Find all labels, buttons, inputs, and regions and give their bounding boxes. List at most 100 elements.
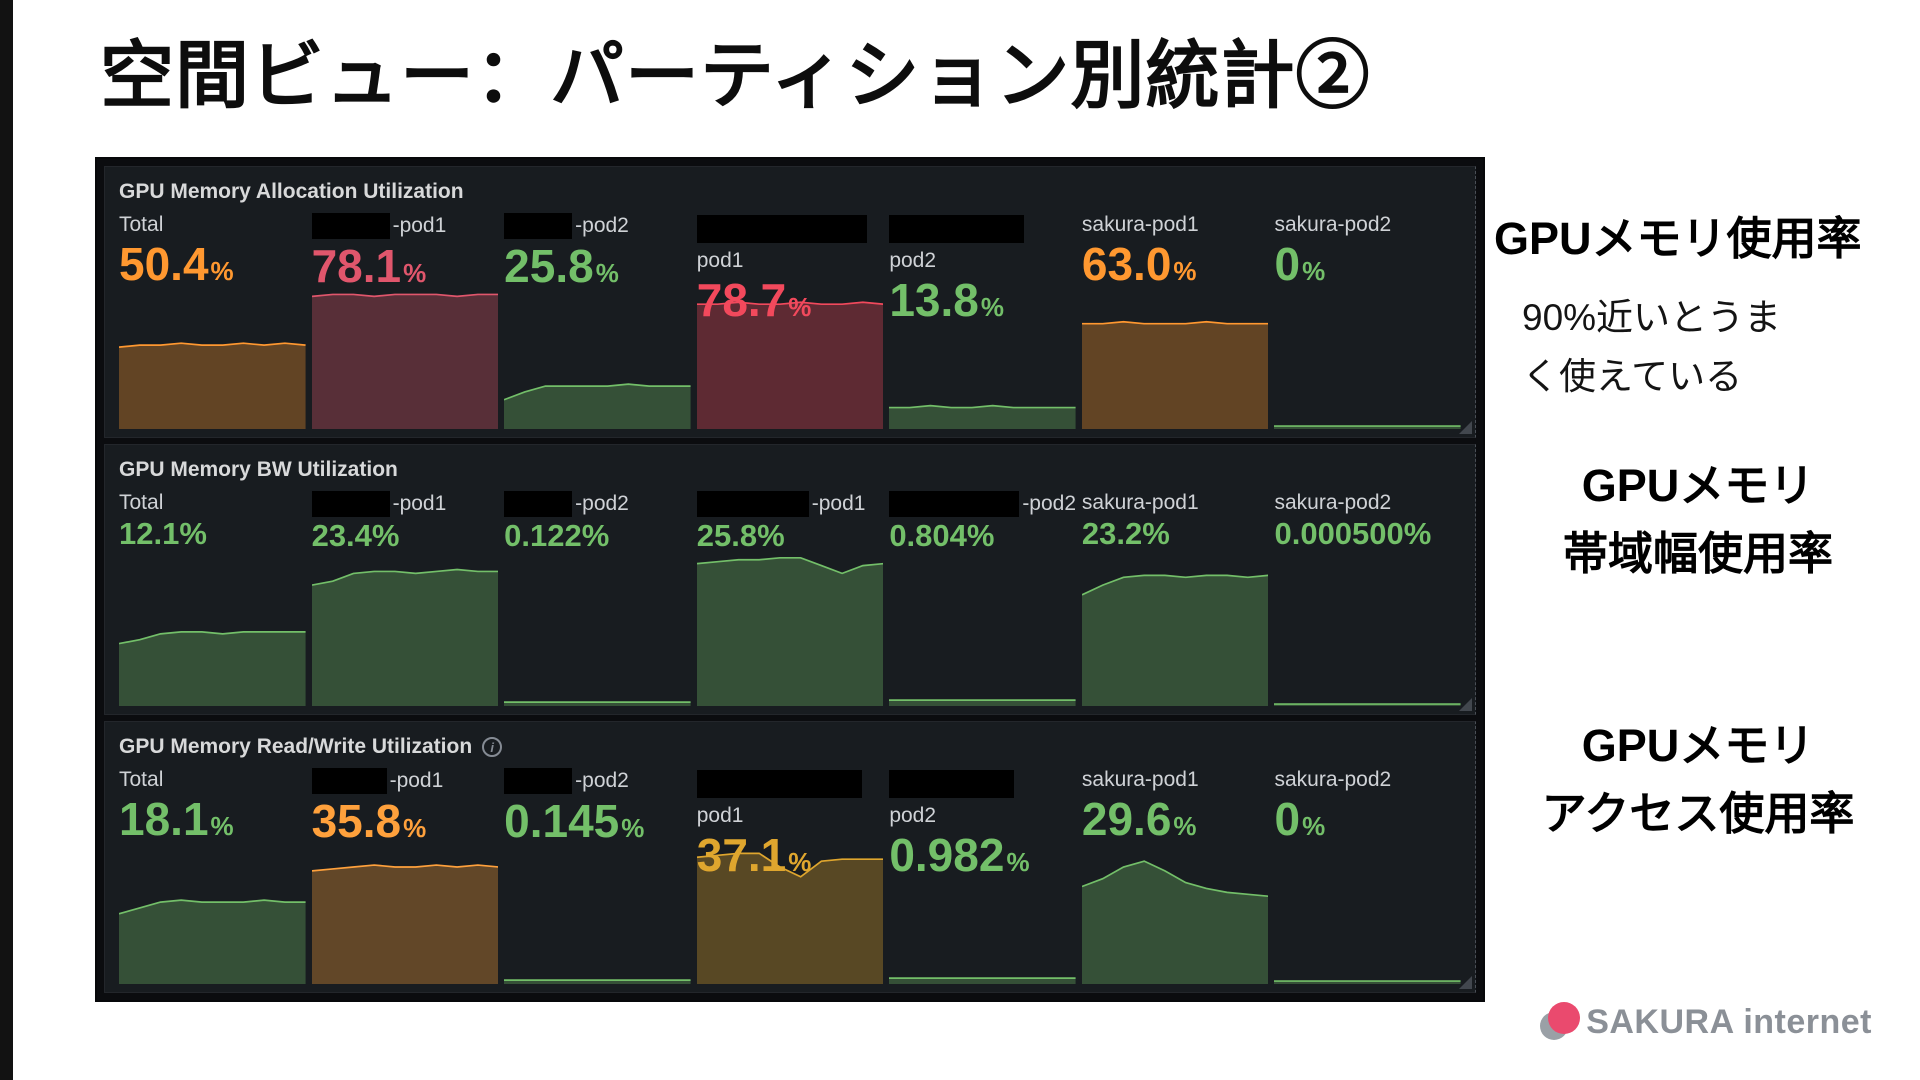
stat-value-unit: % bbox=[788, 292, 812, 322]
stat-value-unit: % bbox=[210, 811, 234, 842]
stat-value-unit: % bbox=[403, 813, 427, 844]
stat-label-text: sakura-pod2 bbox=[1274, 490, 1392, 514]
sparkline-area-chart bbox=[504, 789, 691, 985]
stat-label: sakura-pod1 bbox=[1082, 768, 1269, 792]
sparkline-area-chart bbox=[1081, 511, 1269, 707]
stat-value-unit: % bbox=[1006, 847, 1030, 878]
stat-value-unit: % bbox=[980, 292, 1004, 322]
sparkline-area-chart bbox=[1081, 789, 1269, 985]
stat-label-text: -pod1 bbox=[389, 769, 444, 793]
stat-label: -pod1 bbox=[311, 490, 499, 517]
annotation-access-line2: アクセス使用率 bbox=[1541, 787, 1855, 839]
stat-value-number: 37.1 bbox=[696, 829, 787, 882]
page-title: 空間ビュー：パーティション別統計② bbox=[100, 34, 1371, 117]
sparkline-area-chart bbox=[1274, 511, 1462, 707]
stat-label: pod1 bbox=[697, 804, 884, 828]
stat-cell: Total 12.1% bbox=[119, 485, 306, 707]
annotation-bw-line1: GPUメモリ bbox=[1581, 460, 1815, 511]
sparkline-area-chart bbox=[696, 234, 884, 429]
stat-label: Total bbox=[119, 768, 306, 792]
stat-value-unit: % bbox=[1173, 811, 1197, 842]
redaction-bar bbox=[504, 490, 573, 517]
redaction-bar bbox=[889, 215, 1025, 243]
stat-value: 0% bbox=[1274, 240, 1461, 288]
stat-label-text: sakura-pod1 bbox=[1081, 490, 1199, 514]
stat-value-number: 78.1 bbox=[311, 240, 402, 292]
stat-value-number: 0.982 bbox=[889, 829, 1005, 882]
stat-label-text: -pod2 bbox=[1022, 491, 1076, 515]
sparkline-area-chart bbox=[311, 789, 499, 985]
sparkline-area-chart bbox=[311, 234, 499, 429]
dashboard-panel: GPU Memory Allocation Utilization Total 50… bbox=[104, 166, 1476, 438]
stat-label: sakura-pod2 bbox=[1274, 213, 1461, 237]
stat-value-number: 23.2 bbox=[1081, 515, 1143, 551]
redaction-bar bbox=[504, 768, 573, 795]
stat-value: 37.1% bbox=[697, 831, 884, 879]
dashboard-panel: GPU Memory BW Utilization Total 12.1% -pod1… bbox=[104, 443, 1476, 716]
stat-label-text: pod2 bbox=[889, 804, 937, 828]
panel-header: GPU Memory Allocation Utilization bbox=[119, 177, 1461, 207]
stat-label-text: sakura-pod2 bbox=[1274, 768, 1392, 792]
stat-value-unit: % bbox=[403, 258, 427, 288]
stat-value: 23.4% bbox=[312, 519, 499, 553]
redaction-bar bbox=[889, 490, 1020, 517]
annotation-note-line2: く使えている bbox=[1522, 356, 1743, 398]
sparkline-area-chart bbox=[696, 511, 884, 707]
stat-label-text: sakura-pod1 bbox=[1081, 768, 1199, 792]
stat-cell: sakura-pod1 63.0% bbox=[1081, 207, 1269, 429]
sparkline-area-chart bbox=[119, 511, 306, 707]
stat-label-text: -pod2 bbox=[575, 214, 629, 237]
stat-value: 18.1% bbox=[119, 795, 306, 843]
stat-label: pod1 bbox=[697, 249, 884, 273]
stat-value-number: 13.8 bbox=[889, 274, 979, 326]
stat-label-text: Total bbox=[119, 768, 164, 792]
panel-header: GPU Memory BW Utilization bbox=[119, 455, 1461, 485]
stat-label: pod2 bbox=[889, 804, 1076, 828]
sparkline-area-chart bbox=[889, 234, 1076, 429]
info-icon: i bbox=[482, 737, 503, 758]
stat-label-text: pod1 bbox=[696, 249, 744, 272]
stat-value: 25.8% bbox=[504, 242, 691, 290]
stat-label-text: -pod2 bbox=[575, 491, 629, 515]
stat-value: 35.8% bbox=[312, 797, 499, 845]
sparkline-area-chart bbox=[1274, 234, 1462, 429]
stat-value: 0.122% bbox=[504, 519, 691, 553]
stat-cell: -pod1 78.1% bbox=[311, 207, 499, 429]
stat-label: sakura-pod2 bbox=[1274, 768, 1461, 792]
stat-label-text: -pod1 bbox=[811, 491, 866, 515]
panel-title: GPU Memory Allocation Utilization bbox=[119, 180, 464, 203]
stat-label-text: Total bbox=[119, 213, 164, 236]
stat-value-number: 29.6 bbox=[1081, 793, 1172, 846]
stat-value-unit: % bbox=[757, 517, 785, 553]
panel-header: GPU Memory Read/Write Utilization i bbox=[119, 732, 1461, 762]
stat-label-text: sakura-pod2 bbox=[1274, 213, 1392, 236]
stat-value-unit: % bbox=[966, 517, 995, 553]
stat-cell: sakura-pod1 29.6% bbox=[1081, 762, 1269, 985]
stat-cell: pod1 37.1% bbox=[696, 762, 884, 985]
stat-label: sakura-pod1 bbox=[1082, 491, 1269, 515]
stat-label-text: -pod2 bbox=[575, 769, 629, 793]
sparkline-area-chart bbox=[889, 789, 1076, 985]
annotation-gpu-memory-access: GPUメモリ アクセス使用率 bbox=[1488, 712, 1908, 847]
redaction-bar bbox=[504, 213, 573, 239]
stat-cell: pod2 0.982% bbox=[889, 762, 1076, 985]
stat-label-text: sakura-pod1 bbox=[1081, 213, 1199, 236]
stat-value-unit: % bbox=[179, 515, 207, 551]
stat-value: 12.1% bbox=[119, 515, 306, 551]
stat-row: Total 50.4% -pod1 78.1% -pod2 25.8% pod1 78.7% p… bbox=[119, 207, 1462, 429]
stat-value: 13.8% bbox=[889, 276, 1076, 324]
stat-value-unit: % bbox=[210, 256, 234, 286]
sakura-logo-text: SAKURA internet bbox=[1586, 1002, 1872, 1041]
stat-value-number: 0.145 bbox=[504, 795, 620, 848]
dashboard-panel: GPU Memory Read/Write Utilization i Total 1… bbox=[104, 721, 1476, 994]
stat-label-text: -pod1 bbox=[392, 214, 447, 237]
stat-label: -pod2 bbox=[504, 213, 691, 239]
stat-label: sakura-pod1 bbox=[1082, 213, 1269, 237]
stat-label-text: Total bbox=[119, 490, 164, 514]
stat-value-number: 78.7 bbox=[696, 274, 787, 326]
stat-value-number: 35.8 bbox=[311, 795, 402, 848]
redaction-bar bbox=[696, 490, 809, 517]
panel-title: GPU Memory BW Utilization bbox=[119, 457, 398, 481]
stat-value-unit: % bbox=[1302, 256, 1326, 286]
stat-cell: pod2 13.8% bbox=[889, 207, 1076, 429]
